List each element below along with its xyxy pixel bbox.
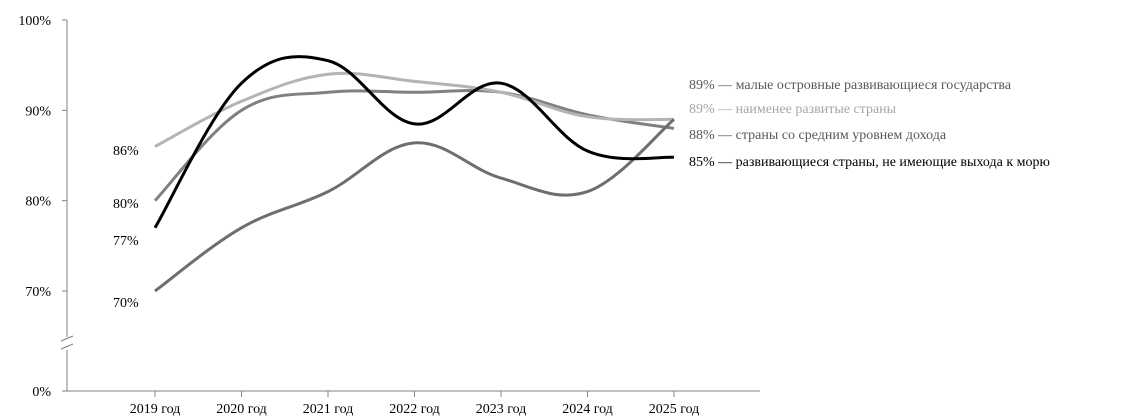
y-tick-label: 80% <box>25 195 51 210</box>
series-line <box>154 118 675 293</box>
legend: 89% — малые островные развивающиеся госу… <box>689 78 1050 170</box>
legend-entry: 88% — страны со средним уровнем дохода <box>689 128 947 143</box>
x-tick-label: 2024 год <box>562 402 613 417</box>
legend-entry: 89% — наименее развитые страны <box>689 102 897 117</box>
series-start-label: 77% <box>113 234 139 249</box>
y-tick-label: 0% <box>32 385 51 400</box>
axis-break-mark <box>60 335 74 342</box>
x-tick-label: 2023 год <box>476 402 527 417</box>
x-tick-label: 2019 год <box>130 402 181 417</box>
series-line <box>153 88 675 202</box>
series-line <box>153 55 675 229</box>
x-tick-label: 2022 год <box>389 402 440 417</box>
x-tick-label: 2021 год <box>303 402 354 417</box>
y-tick-label: 70% <box>25 285 51 300</box>
series-lines <box>153 55 675 293</box>
axis-break-mark <box>60 343 74 350</box>
axes <box>60 19 760 397</box>
legend-entry: 85% — развивающиеся страны, не имеющие в… <box>689 155 1050 170</box>
series-start-label: 70% <box>113 296 139 311</box>
series-start-label: 80% <box>113 197 139 212</box>
legend-entry: 89% — малые островные развивающиеся госу… <box>689 78 1012 93</box>
x-tick-label: 2020 год <box>216 402 267 417</box>
y-tick-label: 100% <box>18 14 51 29</box>
series-start-label: 86% <box>113 144 139 159</box>
x-tick-label: 2025 год <box>649 402 700 417</box>
series-line <box>154 71 675 148</box>
y-tick-label: 90% <box>25 104 51 119</box>
start-labels: 80% 86% 70% 77% <box>113 144 139 311</box>
tick-labels: 0% 70% 80% 90% 100% 2019 год 2020 год 2021 год 2… <box>18 14 699 417</box>
